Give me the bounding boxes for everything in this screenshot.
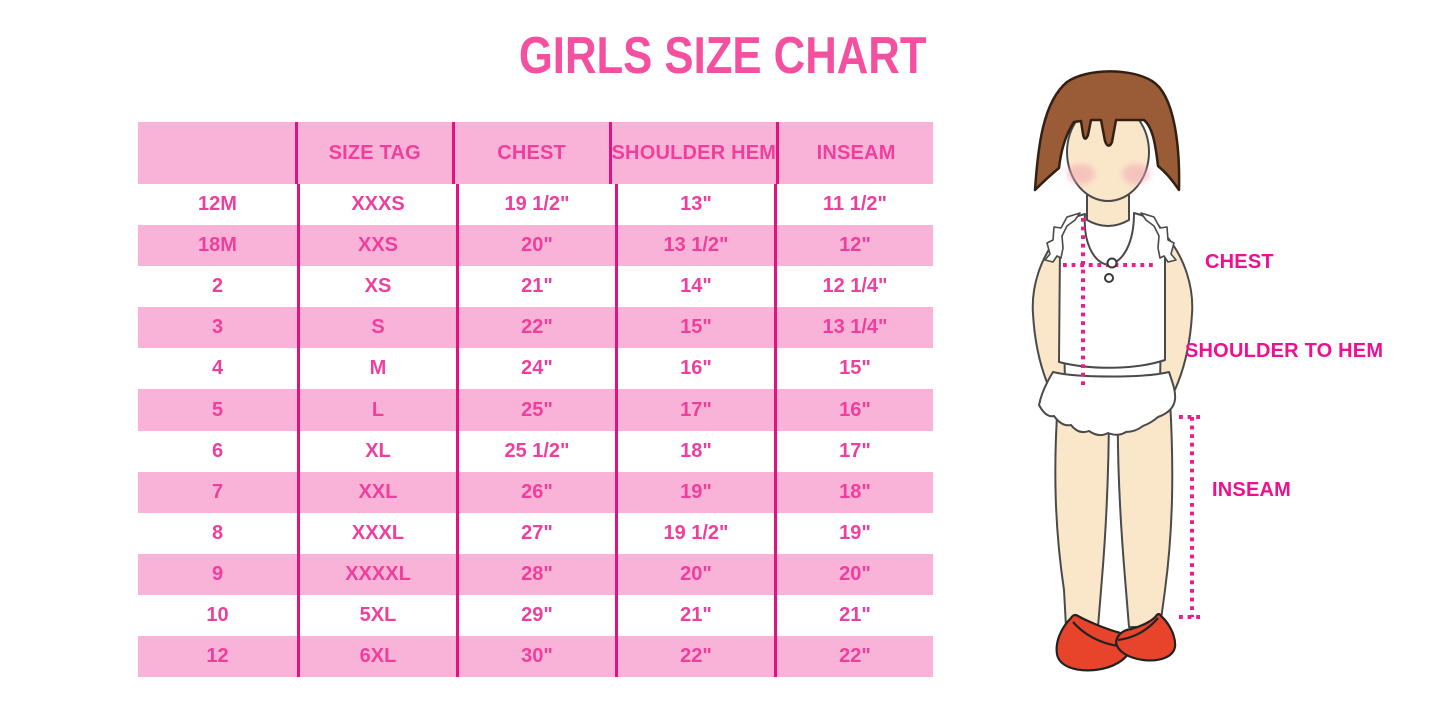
table-cell: 21": [456, 266, 615, 308]
girl-illustration-svg: [1031, 70, 1204, 672]
table-cell: 6XL: [297, 636, 456, 678]
shoes: [1055, 613, 1177, 672]
table-row: 2 XS 21" 14" 12 1/4": [138, 266, 933, 308]
legs: [1054, 399, 1174, 628]
table-cell: XS: [297, 266, 456, 308]
table-cell: 29": [456, 594, 615, 637]
shoulder-ruffles: [1044, 212, 1177, 263]
table-cell: XXS: [297, 225, 456, 267]
table-row: 6 XL 25 1/2" 18" 17": [138, 430, 933, 472]
table-cell: 2: [211, 275, 224, 298]
table-row: 18M XXS 20" 13 1/2" 12": [138, 225, 933, 267]
table-cell: 12M: [198, 193, 237, 216]
table-cell: 6: [211, 439, 224, 462]
table-cell: XXXL: [297, 512, 456, 554]
table-cell: 12 1/4": [774, 266, 933, 308]
table-cell: 21": [615, 594, 774, 637]
table-cell: S: [297, 307, 456, 349]
table-row: 8 XXXL 27" 19 1/2" 19": [138, 512, 933, 554]
table-cell: 16": [615, 348, 774, 390]
header-cell: SIZE TAG: [294, 122, 452, 184]
table-cell: 27": [456, 512, 615, 554]
table-cell: 26": [456, 471, 615, 513]
table-cell: 15": [774, 348, 933, 390]
table-cell: 10: [206, 603, 229, 626]
table-row: 3 S 22" 15" 13 1/4": [138, 307, 933, 349]
table-cell: 19 1/2": [456, 184, 615, 226]
table-cell: XXL: [297, 471, 456, 513]
table-cell: 19 1/2": [615, 512, 774, 554]
table-cell: 8: [211, 521, 224, 544]
table-cell: 22": [456, 307, 615, 349]
skirt: [1038, 371, 1177, 437]
table-header-row: SIZE TAG CHEST SHOULDER HEM INSEAM: [138, 122, 933, 184]
girl-illustration: [995, 50, 1415, 700]
header-cell: CHEST: [451, 122, 609, 184]
table-cell: XXXS: [297, 184, 456, 226]
table-cell: 5XL: [297, 594, 456, 637]
table-cell: 14": [615, 266, 774, 308]
table-cell: 20": [615, 553, 774, 595]
table-cell: 4: [211, 357, 224, 380]
buttons: [1104, 257, 1118, 283]
hair: [1033, 70, 1181, 192]
table-cell: XXXXL: [297, 553, 456, 595]
table-row: 7 XXL 26" 19" 18": [138, 471, 933, 513]
table-row: 9 XXXXL 28" 20" 20": [138, 553, 933, 595]
table-cell: 28": [456, 553, 615, 595]
header-cell: INSEAM: [776, 122, 933, 184]
table-cell: 24": [456, 348, 615, 390]
table-cell: 7: [211, 480, 224, 503]
table-row: 12 6XL 30" 22" 22": [138, 636, 933, 678]
size-table: SIZE TAG CHEST SHOULDER HEM INSEAM 12M XXXS 19…: [138, 122, 933, 678]
right-shoe-strap: [1117, 617, 1159, 642]
table-cell: 19": [615, 471, 774, 513]
page-title-text: GIRLS SIZE CHART: [518, 27, 927, 85]
table-cell: 22": [774, 636, 933, 678]
table-cell: 13 1/2": [615, 225, 774, 267]
table-cell: 16": [774, 389, 933, 431]
table-cell: 17": [615, 389, 774, 431]
table-cell: 21": [774, 594, 933, 637]
table-cell: 5: [211, 398, 224, 421]
header-cell: [138, 122, 295, 184]
table-cell: 18M: [198, 234, 237, 257]
right-shoe: [1114, 613, 1177, 662]
chest-label: CHEST: [1205, 251, 1274, 273]
table-cell: 18": [615, 430, 774, 472]
table-cell: 25": [456, 389, 615, 431]
table-cell: XL: [297, 430, 456, 472]
inseam-label: INSEAM: [1212, 479, 1291, 501]
blush: [1067, 164, 1150, 184]
table-cell: 19": [774, 512, 933, 554]
table-cell: 3: [211, 316, 224, 339]
table-cell: 13 1/4": [774, 307, 933, 349]
table-cell: 12": [774, 225, 933, 267]
table-cell: 13": [615, 184, 774, 226]
table-row: 12M XXXS 19 1/2" 13" 11 1/2": [138, 184, 933, 226]
table-row: 10 5XL 29" 21" 21": [138, 594, 933, 637]
table-cell: M: [297, 348, 456, 390]
table-cell: 11 1/2": [774, 184, 933, 226]
bodice: [1058, 212, 1166, 369]
table-cell: 15": [615, 307, 774, 349]
table-cell: 20": [774, 553, 933, 595]
header-cell: SHOULDER HEM: [608, 122, 777, 184]
table-cell: 17": [774, 430, 933, 472]
table-cell: L: [297, 389, 456, 431]
page-title: GIRLS SIZE CHART: [0, 26, 1445, 86]
shoulder-to-hem-label: SHOULDER TO HEM: [1185, 340, 1384, 362]
table-cell: 30": [456, 636, 615, 678]
table-row: 4 M 24" 16" 15": [138, 348, 933, 390]
table-cell: 22": [615, 636, 774, 678]
table-cell: 12: [206, 645, 229, 668]
table-cell: 25 1/2": [456, 430, 615, 472]
table-cell: 18": [774, 471, 933, 513]
table-cell: 9: [211, 562, 224, 585]
table-cell: 20": [456, 225, 615, 267]
table-row: 5 L 25" 17" 16": [138, 389, 933, 431]
